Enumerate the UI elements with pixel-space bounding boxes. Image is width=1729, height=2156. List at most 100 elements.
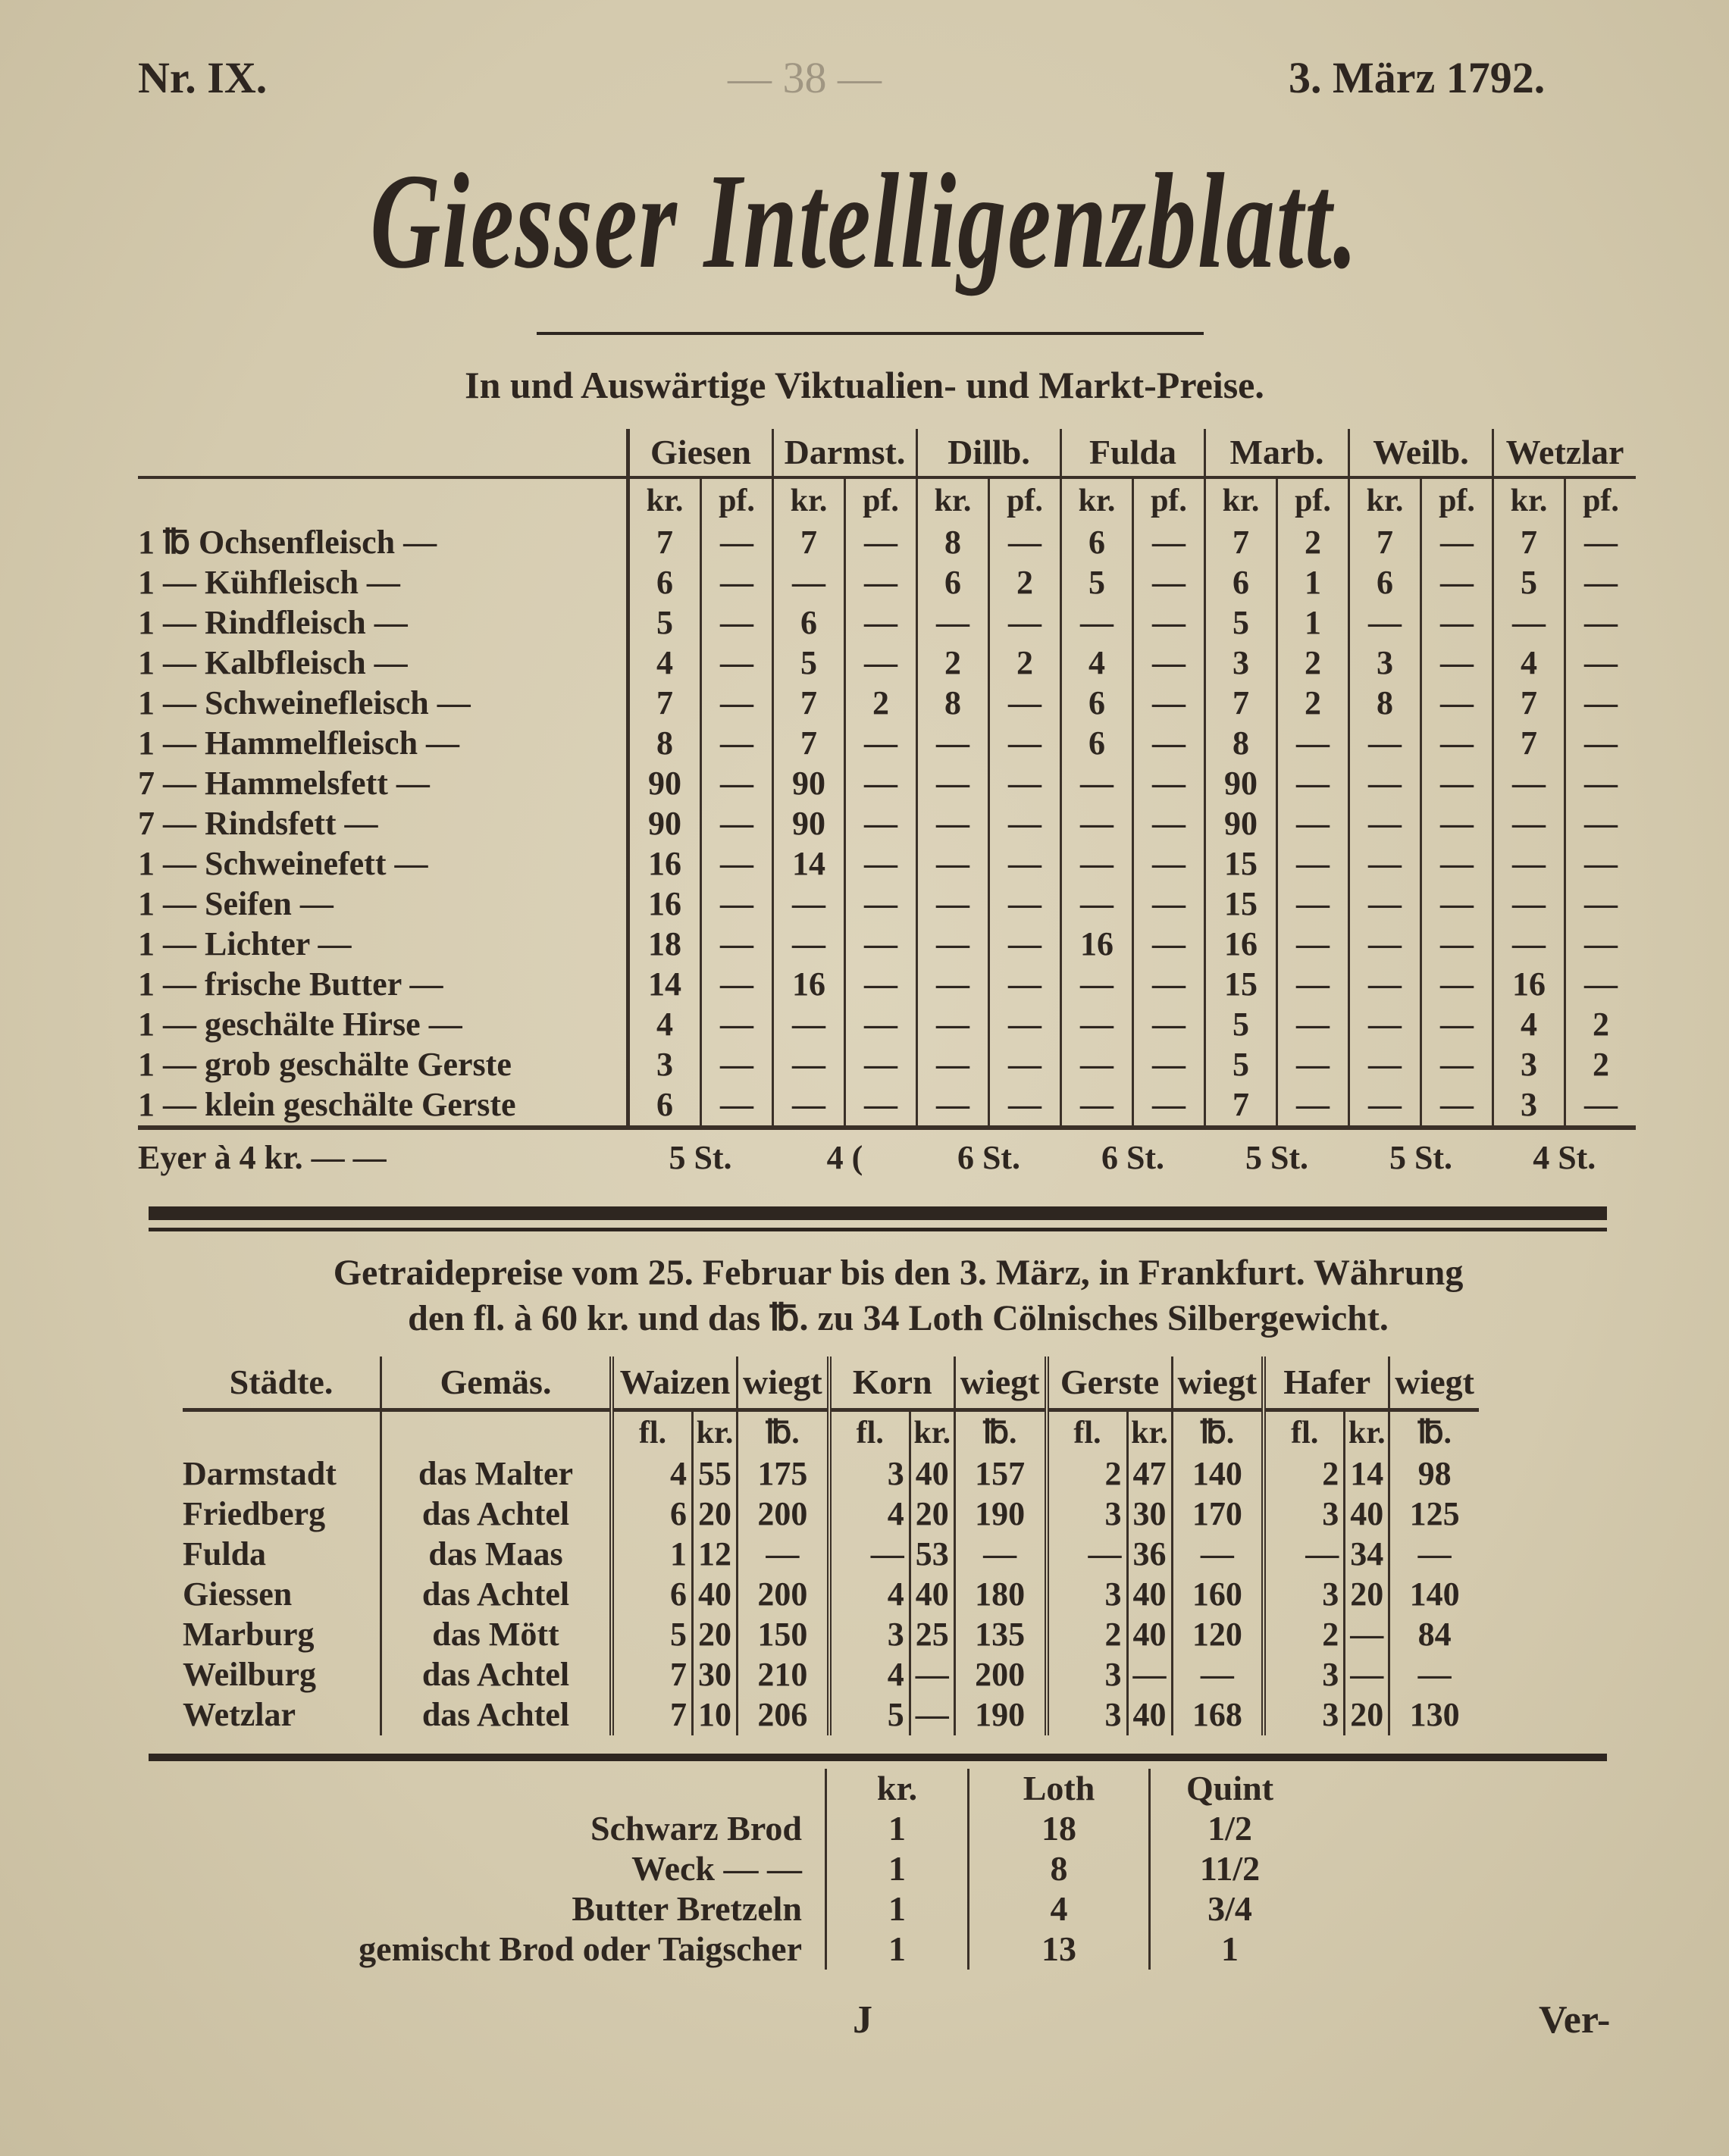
- price-cell: 14: [772, 844, 845, 884]
- price-cell: 3: [1348, 643, 1421, 684]
- unit-header: kr.: [1492, 477, 1565, 523]
- price-cell: —: [1564, 764, 1636, 804]
- price-cell: 2: [1276, 523, 1349, 563]
- price-cell: —: [1420, 965, 1493, 1005]
- eggs-count: 5 St.: [1348, 1125, 1493, 1186]
- price-cell: 20: [908, 1494, 955, 1535]
- measure: das Achtel: [380, 1655, 612, 1695]
- price-cell: —: [1261, 1535, 1345, 1575]
- price-cell: —: [1420, 1045, 1493, 1085]
- price-cell: —: [1132, 884, 1205, 925]
- price-cell: —: [1388, 1535, 1479, 1575]
- catchword: Ver-: [1539, 1998, 1611, 2042]
- price-cell: 150: [735, 1615, 829, 1655]
- price-cell: 12: [691, 1535, 738, 1575]
- bread-value: 1/2: [1148, 1809, 1309, 1849]
- city-header: Wetzlar: [1492, 429, 1636, 479]
- city-name: Marburg: [183, 1616, 315, 1654]
- price-cell: 3: [1044, 1695, 1127, 1735]
- unit-header: fl.: [1044, 1410, 1127, 1454]
- price-cell: 40: [691, 1575, 738, 1615]
- price-cell: —: [1044, 1535, 1127, 1575]
- price-cell: 36: [1126, 1535, 1172, 1575]
- price-cell: —: [1060, 1005, 1133, 1045]
- price-cell: —: [1348, 1085, 1421, 1128]
- price-cell: 180: [953, 1575, 1047, 1615]
- price-cell: —: [1420, 925, 1493, 965]
- measure: das Achtel: [380, 1575, 612, 1615]
- price-cell: —: [772, 925, 845, 965]
- price-cell: 5: [1204, 1045, 1277, 1085]
- price-cell: 15: [1204, 884, 1277, 925]
- price-cell: —: [1132, 965, 1205, 1005]
- price-cell: —: [988, 1085, 1061, 1128]
- city-header: Giesen: [626, 429, 773, 479]
- price-cell: —: [844, 643, 917, 684]
- price-cell: 90: [772, 804, 845, 844]
- price-cell: 14: [626, 965, 701, 1005]
- unit-header: pf.: [1132, 477, 1205, 523]
- unit-header: fl.: [1261, 1410, 1345, 1454]
- grain-price-table: Städte. Gemäs. Waizen wiegt Korn wiegt Gerste w…: [183, 1356, 1479, 1735]
- price-cell: 16: [772, 965, 845, 1005]
- price-cell: 5: [1060, 563, 1133, 603]
- price-cell: 40: [1126, 1575, 1172, 1615]
- price-cell: —: [916, 724, 989, 764]
- price-cell: —: [1132, 523, 1205, 563]
- price-cell: —: [1420, 684, 1493, 724]
- price-cell: 170: [1170, 1494, 1264, 1535]
- price-cell: 6: [609, 1575, 693, 1615]
- price-cell: 15: [1204, 844, 1277, 884]
- price-cell: —: [908, 1655, 955, 1695]
- price-cell: 6: [609, 1494, 693, 1535]
- price-cell: —: [1343, 1655, 1389, 1695]
- grain-table-rule: [149, 1754, 1607, 1761]
- measure: das Malter: [380, 1454, 612, 1494]
- price-cell: 2: [1564, 1045, 1636, 1085]
- price-cell: —: [1420, 1085, 1493, 1128]
- unit-header: kr.: [1126, 1410, 1172, 1454]
- price-cell: —: [1132, 764, 1205, 804]
- price-cell: 7: [772, 724, 845, 764]
- table-row: Marburg das Mött 5 20 150 3 25 135 2 40 120 2—84: [183, 1615, 1479, 1655]
- unit-header: ℔.: [1388, 1410, 1479, 1454]
- price-cell: 7: [626, 523, 701, 563]
- city-header: Darmst.: [772, 429, 917, 479]
- price-cell: 5: [826, 1695, 910, 1735]
- bread-value: 1: [825, 1929, 969, 1970]
- item-label: 7 — Hammelsfett —: [138, 765, 430, 803]
- eggs-count: 4 St.: [1493, 1125, 1636, 1186]
- table-row: 1 — Schweinefett —16—14— — — — —15— — — — —: [138, 844, 1636, 884]
- price-cell: 4: [826, 1655, 910, 1695]
- price-cell: 200: [735, 1575, 829, 1615]
- price-cell: —: [1420, 764, 1493, 804]
- page-number-showthrough: — 38 —: [728, 53, 882, 102]
- price-cell: 16: [1060, 925, 1133, 965]
- price-cell: —: [1348, 603, 1421, 643]
- bread-value: 13: [967, 1929, 1150, 1970]
- price-cell: —: [1492, 804, 1565, 844]
- price-cell: 2: [1276, 643, 1349, 684]
- price-cell: —: [1126, 1655, 1172, 1695]
- price-cell: 2: [1044, 1454, 1127, 1494]
- price-cell: 40: [1126, 1615, 1172, 1655]
- price-cell: 4: [826, 1494, 910, 1535]
- table-row: Darmstadt das Malter 4 55 175 3 40 157 2 47 140 2 14…: [183, 1454, 1479, 1494]
- price-cell: —: [1132, 724, 1205, 764]
- item-label: 1 — grob geschälte Gerste: [138, 1046, 512, 1084]
- price-cell: 130: [1388, 1695, 1479, 1735]
- table-row: 1 — Rindfleisch —5—6— — — — —5 1— — — —: [138, 603, 1636, 643]
- unit-header: kr.: [691, 1410, 738, 1454]
- price-cell: —: [1348, 844, 1421, 884]
- price-cell: —: [1060, 804, 1133, 844]
- price-cell: 140: [1388, 1575, 1479, 1615]
- bread-item: gemischt Brod oder Taigscher: [359, 1929, 802, 1969]
- column-header: Gemäs.: [380, 1356, 612, 1412]
- price-cell: —: [988, 1005, 1061, 1045]
- price-cell: 3: [1261, 1695, 1345, 1735]
- unit-header: pf.: [1564, 477, 1636, 523]
- price-cell: —: [1060, 1045, 1133, 1085]
- price-cell: 7: [1492, 684, 1565, 724]
- unit-header: kr.: [916, 477, 989, 523]
- price-cell: 3: [1044, 1655, 1127, 1695]
